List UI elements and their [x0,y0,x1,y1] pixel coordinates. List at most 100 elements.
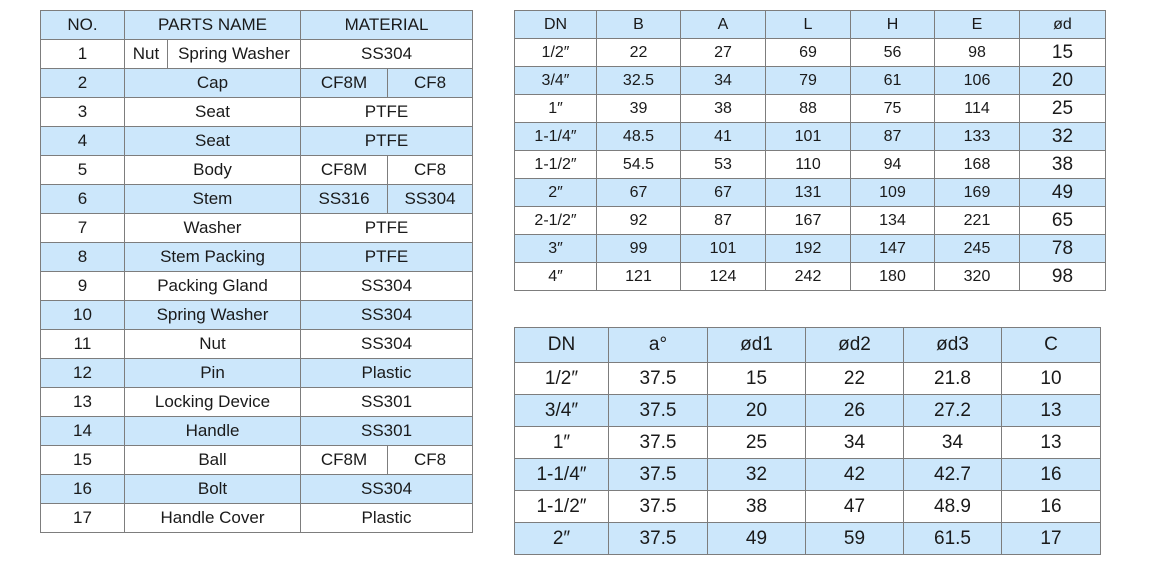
cell-e: 98 [934,38,1020,67]
cell-od3: 42.7 [903,458,1002,491]
table-row: 1-1/2″ 54.5 53 110 94 168 38 [514,150,1106,179]
part-material: PTFE [300,242,474,272]
part-no: 12 [40,358,125,388]
part-material: CF8M [300,155,389,185]
cell-od: 78 [1019,234,1106,263]
cell-od1: 32 [707,458,806,491]
cell-dn: 3″ [514,234,597,263]
table-row: 1/2″ 37.5 15 22 21.8 10 [514,362,1101,395]
cell-h: 56 [850,38,935,67]
header-c: C [1001,327,1101,363]
cell-angle: 37.5 [608,522,708,555]
cell-b: 22 [596,38,681,67]
cell-dn: 1-1/2″ [514,490,609,523]
part-no: 17 [40,503,125,533]
part-name: Pin [123,358,302,388]
cell-od1: 15 [707,362,806,395]
cell-od: 38 [1019,150,1106,179]
table-row: 1 Nut Spring Washer SS304 [40,39,474,69]
part-material: SS301 [300,387,474,417]
header-b: B [596,10,681,39]
table-row: 4″ 121 124 242 180 320 98 [514,262,1106,291]
table-row: 17 Handle Cover Plastic [40,503,474,533]
part-material: CF8 [387,155,474,185]
table-row: 14 Handle SS301 [40,416,474,446]
header-dn: DN [514,10,597,39]
table-row: 7 Washer PTFE [40,213,474,243]
cell-e: 320 [934,262,1020,291]
header-material: MATERIAL [300,10,474,40]
part-name: Seat [123,97,302,127]
part-name: Spring Washer [166,39,302,69]
parts-table: NO. PARTS NAME MATERIAL 1 Nut Spring Was… [40,10,474,533]
header-angle: a° [608,327,708,363]
cell-e: 114 [934,94,1020,123]
header-no: NO. [40,10,125,40]
cell-od2: 42 [805,458,904,491]
cell-dn: 1/2″ [514,38,597,67]
table-row: 1-1/2″ 37.5 38 47 48.9 16 [514,490,1101,523]
dimension-table-2-header: DN a° ød1 ød2 ød3 C [514,327,1101,363]
table-row: 2-1/2″ 92 87 167 134 221 65 [514,206,1106,235]
cell-dn: 2″ [514,178,597,207]
cell-c: 17 [1001,522,1101,555]
header-od3: ød3 [903,327,1002,363]
part-no: 2 [40,68,125,98]
cell-l: 242 [765,262,851,291]
part-material: SS316 [300,184,389,214]
part-material: SS301 [300,416,474,446]
part-material: PTFE [300,97,474,127]
part-material: PTFE [300,213,474,243]
table-row: 15 Ball CF8M CF8 [40,445,474,475]
part-no: 7 [40,213,125,243]
part-name: Body [123,155,302,185]
table-row: 6 Stem SS316 SS304 [40,184,474,214]
cell-b: 54.5 [596,150,681,179]
cell-b: 99 [596,234,681,263]
table-row: 16 Bolt SS304 [40,474,474,504]
cell-l: 192 [765,234,851,263]
cell-l: 88 [765,94,851,123]
header-od2: ød2 [805,327,904,363]
header-od: ød [1019,10,1106,39]
header-dn: DN [514,327,609,363]
part-material: SS304 [300,329,474,359]
cell-b: 39 [596,94,681,123]
part-name: Spring Washer [123,300,302,330]
cell-a: 53 [680,150,766,179]
cell-od2: 34 [805,426,904,459]
cell-dn: 1-1/4″ [514,458,609,491]
part-name: Stem Packing [123,242,302,272]
cell-a: 27 [680,38,766,67]
part-name: Stem [123,184,302,214]
cell-dn: 1″ [514,426,609,459]
part-material: CF8 [387,68,474,98]
part-no: 1 [40,39,125,69]
cell-od3: 48.9 [903,490,1002,523]
cell-e: 221 [934,206,1020,235]
table-row: 2″ 67 67 131 109 169 49 [514,178,1106,207]
part-material: SS304 [387,184,474,214]
part-no: 14 [40,416,125,446]
part-no: 16 [40,474,125,504]
part-material: SS304 [300,300,474,330]
cell-dn: 1″ [514,94,597,123]
header-parts-name: PARTS NAME [123,10,302,40]
part-name: Nut [123,329,302,359]
cell-od2: 59 [805,522,904,555]
part-material: SS304 [300,474,474,504]
part-name: Ball [123,445,302,475]
part-material: CF8 [387,445,474,475]
cell-od: 25 [1019,94,1106,123]
part-no: 13 [40,387,125,417]
part-name: Locking Device [123,387,302,417]
cell-od1: 38 [707,490,806,523]
cell-angle: 37.5 [608,426,708,459]
cell-e: 106 [934,66,1020,95]
table-row: 10 Spring Washer SS304 [40,300,474,330]
cell-dn: 4″ [514,262,597,291]
part-name: Handle [123,416,302,446]
table-row: 1-1/4″ 48.5 41 101 87 133 32 [514,122,1106,151]
cell-od: 49 [1019,178,1106,207]
cell-angle: 37.5 [608,362,708,395]
